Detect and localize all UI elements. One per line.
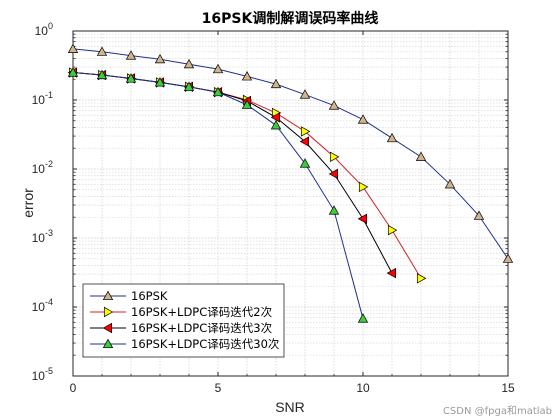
data-point	[299, 136, 310, 147]
data-point	[241, 99, 253, 109]
chart-title: 16PSK调制解调误码率曲线	[202, 10, 379, 27]
data-point	[154, 53, 166, 64]
data-point	[329, 151, 340, 163]
data-point	[502, 253, 514, 263]
data-point	[357, 313, 369, 323]
data-point	[270, 119, 282, 130]
data-point	[357, 114, 369, 124]
data-point	[299, 158, 311, 168]
watermark: CSDN @fpga和matlab	[443, 405, 552, 417]
data-point	[67, 67, 79, 77]
data-point	[416, 273, 427, 284]
data-point	[241, 71, 253, 81]
data-point	[125, 73, 137, 83]
data-point	[328, 100, 340, 110]
data-point	[270, 78, 282, 89]
y-tick-label: 10-4	[32, 297, 53, 314]
series-4	[67, 67, 369, 323]
axis-ticks: 0 5 10 15 100 10-1 10-2 10-3 10-4 10-5	[32, 21, 515, 395]
legend-label: 16PSK+LDPC译码迭代2次	[131, 305, 273, 319]
data-point	[473, 210, 485, 220]
y-tick-label: 100	[35, 21, 53, 38]
data-point	[125, 50, 137, 60]
data-point	[270, 112, 281, 123]
data-point	[415, 151, 427, 161]
data-point	[357, 213, 368, 224]
legend-entry-3: 16PSK+LDPC译码迭代3次	[90, 321, 273, 335]
series-line	[72, 48, 509, 260]
data-point	[386, 267, 397, 279]
y-tick-label: 10-2	[32, 159, 53, 176]
series-1	[67, 43, 514, 263]
data-point	[67, 43, 79, 53]
data-point	[300, 126, 311, 137]
x-axis-label: SNR	[275, 399, 305, 415]
legend: 16PSK 16PSK+LDPC译码迭代2次 16PSK+LDPC译码迭代3次 16P…	[82, 283, 285, 358]
legend-entry-1: 16PSK	[90, 289, 168, 303]
legend-marker	[102, 322, 113, 334]
x-tick-label: 5	[215, 381, 222, 395]
data-point	[154, 77, 166, 87]
data-point	[387, 224, 398, 236]
data-point	[328, 168, 339, 180]
y-tick-label: 10-5	[32, 366, 53, 383]
data-point	[183, 81, 195, 91]
x-tick-label: 15	[501, 381, 515, 395]
data-point	[299, 89, 311, 99]
y-tick-label: 10-1	[32, 90, 53, 107]
legend-label: 16PSK+LDPC译码迭代3次	[131, 321, 273, 335]
legend-marker	[103, 306, 114, 318]
data-point	[358, 181, 369, 193]
data-point	[328, 205, 340, 215]
y-axis-label: error	[20, 188, 36, 218]
legend-label: 16PSK	[131, 289, 168, 303]
data-point	[96, 46, 108, 56]
legend-marker	[102, 338, 114, 349]
data-point	[212, 63, 224, 74]
data-point	[444, 178, 456, 189]
x-tick-label: 10	[356, 381, 370, 395]
data-point	[96, 69, 108, 80]
x-tick-label: 0	[70, 381, 77, 395]
data-point	[212, 86, 224, 97]
legend-label: 16PSK+LDPC译码迭代30次	[131, 337, 280, 351]
axes-box	[72, 30, 509, 377]
y-tick-label: 10-3	[32, 228, 53, 245]
series-layer	[67, 43, 514, 323]
legend-entry-2: 16PSK+LDPC译码迭代2次	[90, 305, 273, 319]
data-point	[386, 132, 398, 143]
legend-entry-4: 16PSK+LDPC译码迭代30次	[90, 337, 280, 351]
legend-marker	[102, 290, 114, 301]
data-point	[183, 58, 195, 69]
